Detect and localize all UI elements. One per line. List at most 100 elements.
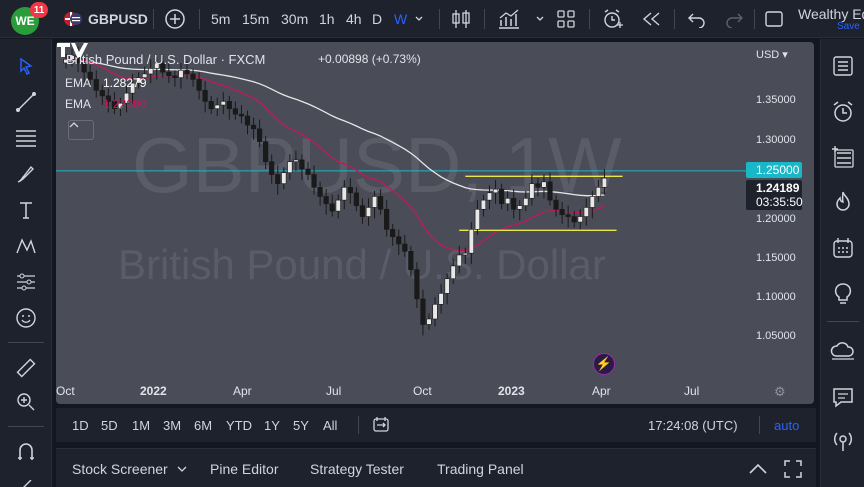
candle-body [190,73,196,80]
candle-body [93,79,99,91]
range-6m[interactable]: 6M [194,417,213,433]
chart-canvas[interactable]: GBPUSD, 1W British Pound / U.S. Dollar B… [56,42,814,404]
ema1-legend[interactable]: EMA [65,76,91,90]
tab-strategy-tester[interactable]: Strategy Tester [310,460,404,477]
candle-body [172,75,178,78]
candle-body [414,269,420,300]
range-1y[interactable]: 1Y [264,417,280,433]
indicators-dropdown[interactable] [535,0,545,38]
candle-body [492,188,499,194]
layout-name[interactable]: Wealthy Ed [798,6,864,22]
compare-add-button[interactable] [164,0,186,38]
streams-button[interactable] [829,337,857,365]
broadcast-button[interactable] [829,427,857,455]
candle-body [287,161,293,173]
chevron-up-icon [69,122,79,128]
divider [199,9,200,29]
candle-body [511,197,517,210]
currency-selector[interactable]: USD ▾ [756,49,788,61]
panel-maximize-button[interactable] [784,449,802,487]
watchlist-button[interactable] [829,52,857,80]
interval-1h[interactable]: 1h [319,11,335,27]
interval-30m[interactable]: 30m [281,11,309,27]
chats-button[interactable] [829,383,857,411]
ema2-legend[interactable]: EMA [65,97,91,111]
undo-button[interactable] [687,0,707,38]
chart-legend-title[interactable]: British Pound / U.S. Dollar · FXCM [66,52,266,67]
interval-w[interactable]: W [394,11,408,27]
candles-icon [452,10,470,28]
magnet-tool[interactable] [12,438,40,466]
candle-body [275,174,281,184]
panel-collapse-button[interactable] [748,449,768,487]
candle-body [498,188,505,205]
interval-5m[interactable]: 5m [211,11,231,27]
interval-4h[interactable]: 4h [346,11,362,27]
divider [754,9,755,29]
replay-button[interactable] [640,0,662,38]
save-link[interactable]: Save [837,21,860,32]
ideas-button[interactable] [829,280,857,308]
price-chart[interactable]: GBPUSD, 1W British Pound / U.S. Dollar [56,42,814,404]
interval-d[interactable]: D [372,11,383,27]
data-window-button[interactable] [829,143,857,171]
expand-icon [784,459,802,478]
hotlists-button[interactable] [829,188,857,216]
interval-dropdown[interactable] [414,0,424,38]
ema1-value: 1.28279 [103,76,147,90]
price-tick: 1.30000 [756,134,796,146]
calendar-button[interactable] [829,234,857,262]
candle-body [81,62,87,73]
symbol-search[interactable]: GBPUSD [88,11,148,27]
tab-trading-panel[interactable]: Trading Panel [437,460,524,477]
trendline-tool[interactable] [12,88,40,116]
chart-type-button[interactable] [451,0,471,38]
text-tool[interactable] [12,196,40,224]
candle-body [299,159,305,170]
interval-15m[interactable]: 15m [242,11,270,27]
pattern-tool[interactable] [12,232,40,260]
range-all[interactable]: All [323,417,338,433]
zoom-tool[interactable] [12,388,40,416]
range-5d[interactable]: 5D [101,417,118,433]
plus-circle-icon [165,9,185,29]
candle-body [335,199,341,212]
goto-date-button[interactable] [372,408,390,442]
alerts-button[interactable] [829,98,857,126]
fib-tool[interactable] [12,124,40,152]
range-5y[interactable]: 5Y [293,417,309,433]
cursor-tool[interactable] [12,52,40,80]
auto-scale-toggle[interactable]: auto [774,417,800,433]
currency-flag-icon [64,12,82,26]
lightbulb-icon [834,283,852,304]
templates-button[interactable] [556,0,576,38]
alert-button[interactable] [601,0,625,38]
range-3m[interactable]: 3M [163,417,182,433]
emoji-tool[interactable] [12,304,40,332]
settings-gear-icon[interactable]: ⚙ [774,384,786,399]
range-1m[interactable]: 1M [132,417,151,433]
range-1d[interactable]: 1D [72,417,89,433]
ruler-tool[interactable] [12,354,40,382]
indicators-button[interactable] [497,0,521,38]
time-tick: Jul [326,384,342,398]
range-ytd[interactable]: YTD [226,417,252,433]
legend-collapse-button[interactable] [68,120,94,140]
horizontal-line-price-badge[interactable]: 1.25000 [746,162,802,178]
candle-body [99,90,105,97]
candle-body [553,199,559,210]
fullscreen-button[interactable] [764,0,784,38]
brush-tool[interactable] [12,160,40,188]
utc-clock[interactable]: 17:24:08 (UTC) [648,417,738,433]
candle-body [595,187,601,197]
candle-body [408,251,414,270]
tab-pine-editor[interactable]: Pine Editor [210,460,279,477]
tab-stock-screener[interactable]: Stock Screener [72,449,188,487]
redo-button[interactable] [724,0,744,38]
lock-tool[interactable] [12,473,40,487]
forecast-icon [17,273,35,291]
candle-body [486,192,493,201]
chart-legend-change: +0.00898 (+0.73%) [318,52,421,66]
bolt-icon[interactable]: ⚡ [593,353,615,375]
forecast-tool[interactable] [12,268,40,296]
